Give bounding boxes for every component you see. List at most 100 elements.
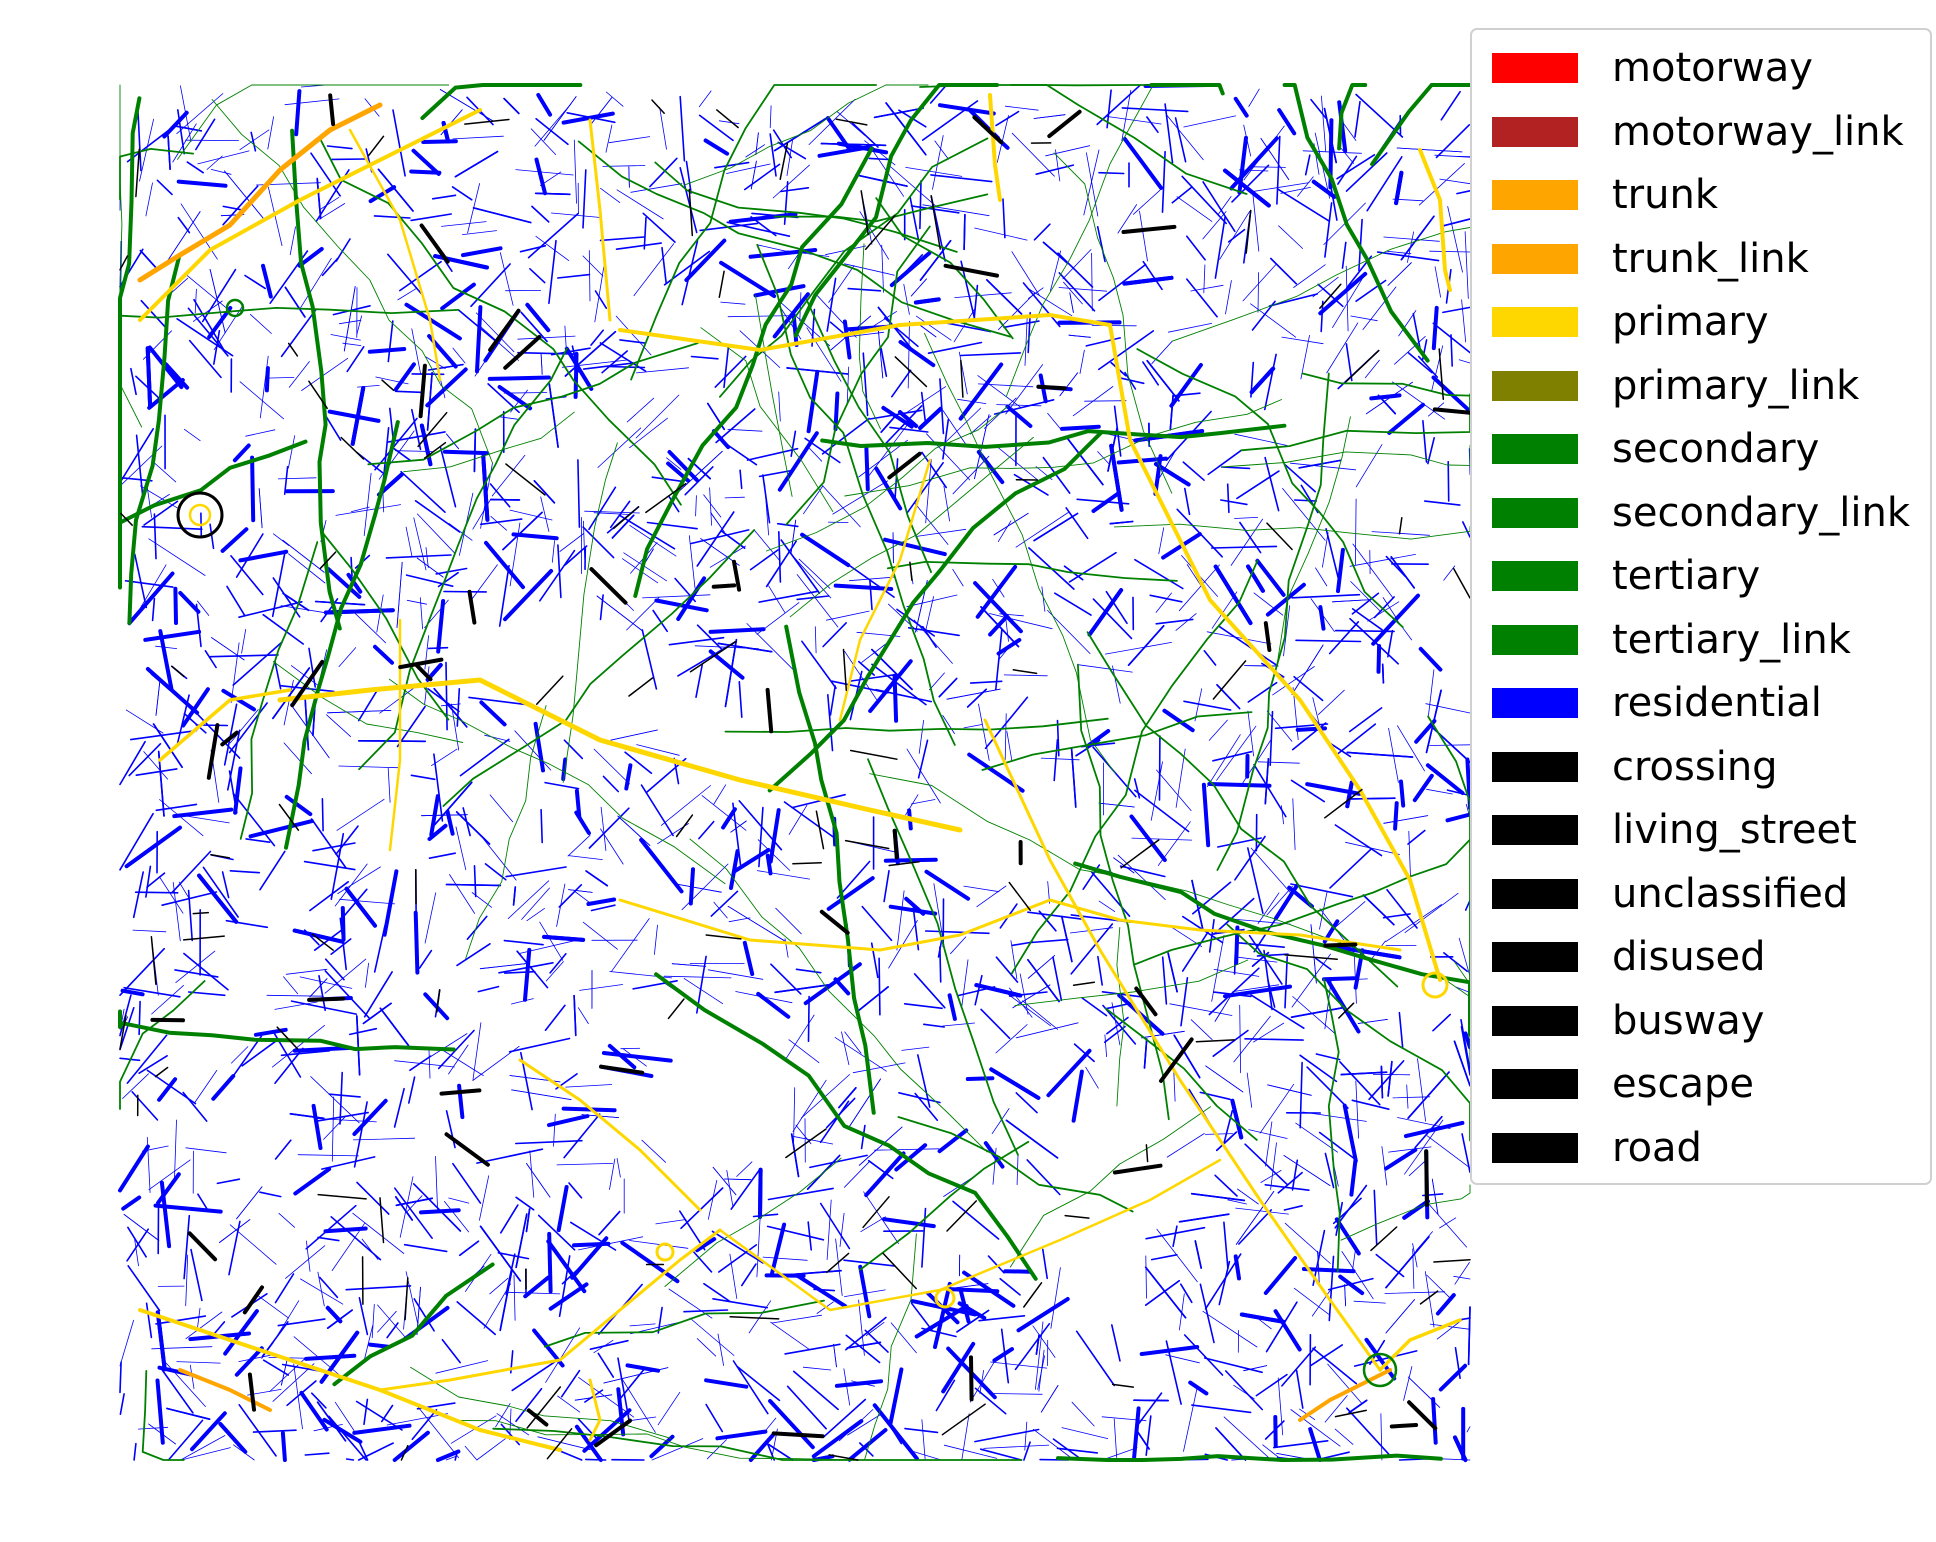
residential-road (989, 1067, 1041, 1100)
residential-road (183, 1214, 191, 1280)
residential-road (969, 680, 1003, 684)
residential-road (396, 705, 426, 748)
residential-road (959, 352, 1022, 357)
residential-road (1060, 424, 1101, 431)
residential-road (1061, 915, 1073, 963)
secondary-road (805, 298, 932, 573)
residential-road (834, 1037, 887, 1072)
residential-road (1385, 904, 1442, 942)
residential-road (790, 430, 797, 458)
residential-road (1041, 586, 1046, 612)
residential-road (1277, 188, 1331, 222)
residential-road (784, 1343, 841, 1355)
tertiary-road (897, 1116, 1134, 1213)
residential-road (1380, 1065, 1384, 1099)
residential-road (267, 116, 275, 150)
tertiary-road (1136, 348, 1404, 628)
minor-road (826, 1252, 850, 1274)
residential-road (735, 991, 793, 1004)
residential-road (345, 1458, 355, 1461)
residential-road (405, 526, 413, 558)
residential-road (1233, 952, 1237, 975)
residential-road (185, 274, 232, 313)
residential-road (119, 1319, 135, 1367)
residential-road (1047, 610, 1091, 654)
residential-road (185, 1147, 227, 1154)
residential-road (842, 319, 852, 360)
residential-road (468, 696, 530, 706)
residential-road (495, 1403, 511, 1428)
residential-road (523, 947, 532, 1002)
residential-road (571, 345, 580, 373)
minor-road (969, 1355, 974, 1402)
residential-road (1103, 1025, 1126, 1043)
residential-road (165, 211, 201, 264)
residential-road (631, 1416, 657, 1421)
residential-road (767, 1187, 834, 1201)
residential-road (713, 901, 728, 919)
residential-road (145, 667, 200, 715)
residential-road (1443, 952, 1468, 973)
residential-road (965, 1076, 995, 1081)
residential-road (1302, 150, 1362, 154)
minor-road (1407, 1400, 1438, 1431)
residential-roads-layer (118, 83, 1472, 1462)
residential-road (197, 1193, 210, 1212)
minor-road (860, 190, 869, 236)
residential-road (356, 384, 380, 388)
residential-road (456, 942, 491, 967)
residential-road (274, 1139, 292, 1160)
residential-road (498, 416, 518, 420)
residential-road (707, 969, 764, 980)
residential-road (1355, 1080, 1359, 1139)
tertiary-road (119, 306, 460, 319)
residential-road (911, 1450, 942, 1461)
residential-road (1203, 264, 1206, 294)
residential-road (472, 1022, 482, 1080)
residential-road (1069, 292, 1074, 313)
residential-road (1283, 463, 1316, 493)
residential-road (1024, 1421, 1028, 1451)
residential-road (119, 1006, 135, 1051)
residential-road (1075, 1330, 1116, 1387)
legend-item-motorway-link: motorway_link (1492, 104, 1904, 160)
residential-road (1206, 631, 1272, 645)
minor-road (732, 559, 742, 592)
residential-road (437, 1029, 475, 1070)
residential-road (1355, 279, 1387, 303)
residential-road (635, 394, 680, 439)
tertiary-road (664, 1157, 842, 1287)
residential-road (1059, 372, 1079, 397)
residential-road (394, 1196, 414, 1221)
residential-road (373, 215, 411, 219)
minor-road (941, 1403, 986, 1436)
minor-road (892, 828, 899, 860)
residential-road (1113, 1418, 1118, 1458)
residential-road (1091, 252, 1093, 312)
residential-road (161, 1369, 194, 1414)
residential-road (1244, 1143, 1288, 1186)
legend-swatch (1492, 1005, 1578, 1036)
residential-road (134, 1237, 139, 1267)
residential-road (274, 1047, 304, 1084)
minor-road (1111, 1383, 1135, 1388)
legend-swatch (1492, 1132, 1578, 1163)
residential-road (1445, 812, 1472, 823)
tertiary-road (654, 972, 1038, 1281)
residential-road (511, 1089, 572, 1100)
residential-road (1083, 149, 1100, 216)
minor-road (1323, 942, 1358, 948)
residential-road (509, 509, 553, 521)
residential-road (1422, 419, 1428, 463)
minor-road (589, 567, 628, 605)
residential-road (1377, 394, 1396, 415)
residential-road (352, 610, 387, 644)
minor-road (705, 934, 742, 940)
residential-road (1063, 281, 1083, 305)
residential-road (1058, 287, 1108, 292)
residential-road (788, 550, 832, 599)
residential-road (1142, 260, 1163, 291)
residential-road (963, 885, 1000, 893)
residential-road (403, 1243, 448, 1253)
residential-road (871, 663, 927, 706)
